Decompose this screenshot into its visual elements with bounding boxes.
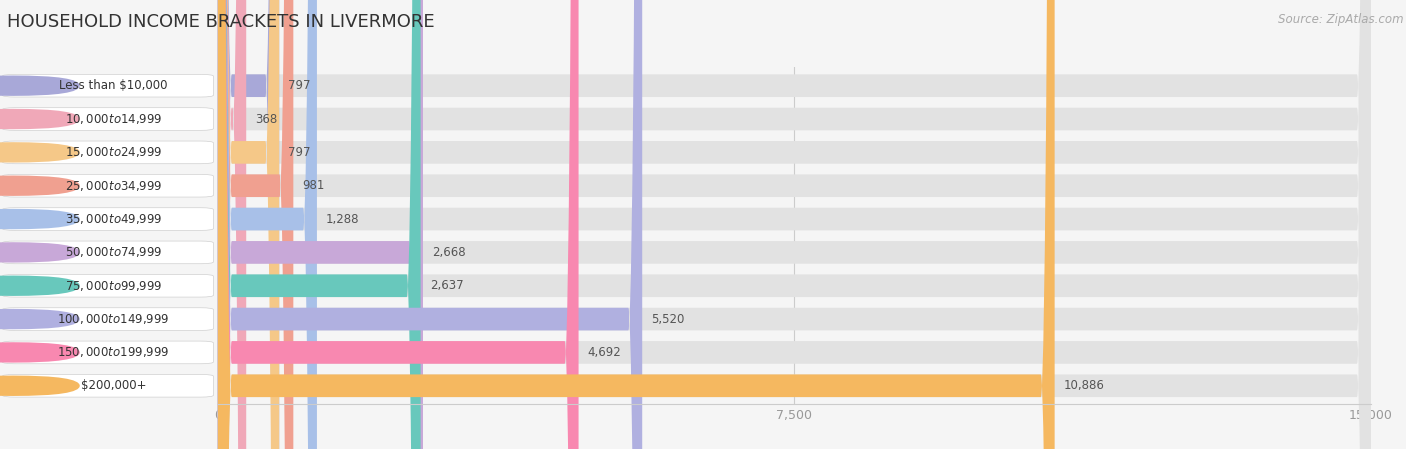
FancyBboxPatch shape — [3, 341, 214, 364]
FancyBboxPatch shape — [0, 142, 80, 163]
Text: HOUSEHOLD INCOME BRACKETS IN LIVERMORE: HOUSEHOLD INCOME BRACKETS IN LIVERMORE — [7, 13, 434, 31]
FancyBboxPatch shape — [3, 108, 214, 130]
FancyBboxPatch shape — [218, 0, 1371, 449]
Text: $150,000 to $199,999: $150,000 to $199,999 — [58, 345, 170, 359]
FancyBboxPatch shape — [0, 242, 80, 263]
FancyBboxPatch shape — [218, 0, 1371, 449]
FancyBboxPatch shape — [0, 276, 80, 296]
Text: 797: 797 — [288, 146, 311, 159]
FancyBboxPatch shape — [218, 0, 316, 449]
FancyBboxPatch shape — [218, 0, 280, 449]
FancyBboxPatch shape — [218, 0, 1371, 449]
Text: $35,000 to $49,999: $35,000 to $49,999 — [65, 212, 162, 226]
Text: $25,000 to $34,999: $25,000 to $34,999 — [65, 179, 162, 193]
FancyBboxPatch shape — [218, 0, 280, 449]
Text: 368: 368 — [256, 113, 278, 126]
FancyBboxPatch shape — [3, 141, 214, 164]
FancyBboxPatch shape — [218, 0, 578, 449]
FancyBboxPatch shape — [218, 0, 1371, 449]
FancyBboxPatch shape — [0, 309, 80, 329]
Text: $75,000 to $99,999: $75,000 to $99,999 — [65, 279, 162, 293]
Text: $200,000+: $200,000+ — [80, 379, 146, 392]
FancyBboxPatch shape — [3, 241, 214, 264]
FancyBboxPatch shape — [0, 75, 80, 96]
Text: 981: 981 — [302, 179, 325, 192]
Text: 4,692: 4,692 — [588, 346, 621, 359]
Text: Source: ZipAtlas.com: Source: ZipAtlas.com — [1278, 13, 1403, 26]
Text: 2,668: 2,668 — [432, 246, 465, 259]
FancyBboxPatch shape — [0, 209, 80, 229]
FancyBboxPatch shape — [3, 308, 214, 330]
Text: 5,520: 5,520 — [651, 313, 685, 326]
FancyBboxPatch shape — [0, 375, 80, 396]
FancyBboxPatch shape — [218, 0, 1371, 449]
FancyBboxPatch shape — [0, 109, 80, 129]
FancyBboxPatch shape — [3, 274, 214, 297]
Text: 797: 797 — [288, 79, 311, 92]
Text: $10,000 to $14,999: $10,000 to $14,999 — [65, 112, 162, 126]
FancyBboxPatch shape — [3, 75, 214, 97]
FancyBboxPatch shape — [218, 0, 1054, 449]
FancyBboxPatch shape — [218, 0, 1371, 449]
FancyBboxPatch shape — [218, 0, 423, 449]
FancyBboxPatch shape — [3, 174, 214, 197]
FancyBboxPatch shape — [218, 0, 1371, 449]
FancyBboxPatch shape — [0, 176, 80, 196]
FancyBboxPatch shape — [218, 0, 643, 449]
FancyBboxPatch shape — [3, 208, 214, 230]
FancyBboxPatch shape — [3, 374, 214, 397]
Text: 10,886: 10,886 — [1064, 379, 1105, 392]
Text: 2,637: 2,637 — [430, 279, 464, 292]
FancyBboxPatch shape — [0, 342, 80, 363]
FancyBboxPatch shape — [218, 0, 420, 449]
Text: Less than $10,000: Less than $10,000 — [59, 79, 167, 92]
Text: $15,000 to $24,999: $15,000 to $24,999 — [65, 145, 162, 159]
Text: $50,000 to $74,999: $50,000 to $74,999 — [65, 246, 162, 260]
FancyBboxPatch shape — [218, 0, 246, 449]
Text: 1,288: 1,288 — [326, 212, 360, 225]
FancyBboxPatch shape — [218, 0, 294, 449]
Text: $100,000 to $149,999: $100,000 to $149,999 — [58, 312, 170, 326]
FancyBboxPatch shape — [218, 0, 1371, 449]
FancyBboxPatch shape — [218, 0, 1371, 449]
FancyBboxPatch shape — [218, 0, 1371, 449]
